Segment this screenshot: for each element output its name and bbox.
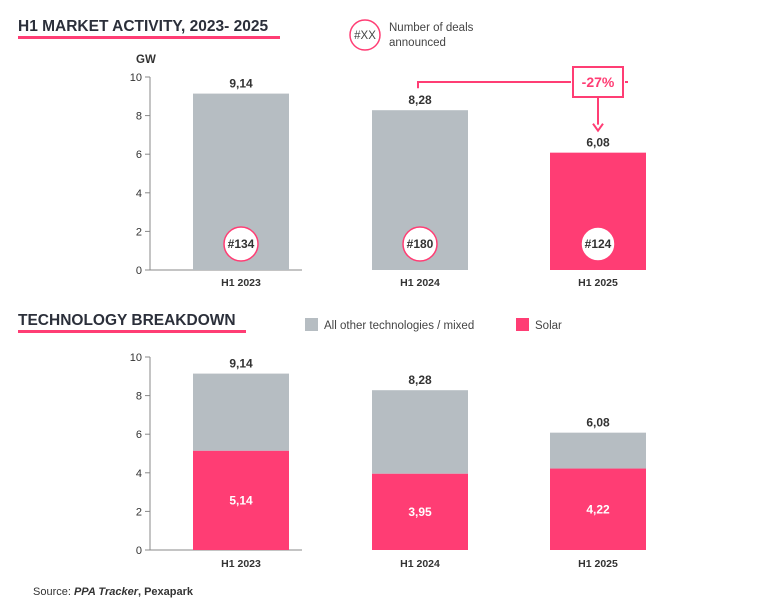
- chart1-deal-badge: [402, 226, 438, 262]
- chart2-y-tick-label: 2: [136, 506, 142, 518]
- chart1-title: H1 MARKET ACTIVITY, 2023- 2025: [18, 18, 268, 35]
- source-note: Source: PPA Tracker, Pexapark: [33, 586, 193, 598]
- chart2-plot: 0 2 4 6 8 10 9,14 5,14 H1 2023 8,28 3,95 H1 2024 6,0…: [130, 352, 646, 570]
- chart2-title-underline: [18, 330, 246, 333]
- deal-legend-text-line1: Number of deals: [389, 22, 474, 34]
- chart2-solar-label: 3,95: [408, 505, 432, 519]
- chart2-category-label: H1 2023: [221, 558, 261, 570]
- chart2-y-tick-label: 0: [136, 545, 142, 557]
- chart2-y-tick-label: 10: [130, 352, 142, 364]
- legend-label-other: All other technologies / mixed: [324, 320, 474, 332]
- chart1-y-tick-label: 0: [136, 265, 142, 277]
- legend-swatch-other: [305, 318, 318, 331]
- chart2-bar-solar: [193, 450, 289, 550]
- chart1-y-tick-label: 2: [136, 226, 142, 238]
- chart1-deal-label: #180: [407, 237, 434, 251]
- chart1-category-label: H1 2025: [578, 277, 618, 289]
- source-italic: PPA Tracker: [73, 586, 138, 598]
- change-bracket-left: [417, 81, 571, 89]
- chart1-category-label: H1 2024: [400, 277, 440, 289]
- chart2-y-tick-label: 4: [136, 468, 142, 480]
- chart2-category-label: H1 2024: [400, 558, 440, 570]
- chart2-bar-other: [193, 373, 289, 451]
- chart1-y-tick-label: 4: [136, 188, 142, 200]
- chart1-deal-badge: [580, 226, 616, 262]
- chart2-category-label: H1 2025: [578, 558, 618, 570]
- chart1-deal-label: #134: [228, 237, 255, 251]
- chart1-title-underline: [18, 36, 280, 39]
- chart2-y-tick-label: 8: [136, 391, 142, 403]
- chart2-bar-other: [550, 432, 646, 469]
- chart1-y-tick-label: 6: [136, 149, 142, 161]
- chart2-y-tick-label: 6: [136, 429, 142, 441]
- chart2-solar-label: 4,22: [586, 502, 610, 516]
- deal-legend-circle: [349, 19, 381, 51]
- change-box: [572, 66, 624, 98]
- chart2-bar-other: [372, 390, 468, 474]
- deal-legend-symbol: #XX: [354, 30, 376, 42]
- chart2-solar-label: 5,14: [229, 493, 253, 507]
- legend-swatch-solar: [516, 318, 529, 331]
- source-suffix: , Pexapark: [137, 586, 194, 598]
- chart1-y-tick-label: 8: [136, 111, 142, 123]
- chart1-y-tick-label: 10: [130, 72, 142, 84]
- deal-legend-text-line2: announced: [389, 37, 446, 49]
- change-label: -27%: [582, 74, 615, 90]
- chart2-total-label: 9,14: [229, 357, 253, 371]
- chart2-title: TECHNOLOGY BREAKDOWN: [18, 312, 236, 329]
- chart2-total-label: 6,08: [586, 416, 610, 430]
- legend-label-solar: Solar: [535, 320, 562, 332]
- chart2-bar-solar: [550, 468, 646, 550]
- chart1-value-label: 8,28: [408, 93, 432, 107]
- chart2-bar-solar: [372, 473, 468, 550]
- chart1-deal-label: #124: [585, 237, 612, 251]
- change-arrow-head: [592, 123, 604, 133]
- chart2-total-label: 8,28: [408, 373, 432, 387]
- source-prefix: Source:: [33, 586, 74, 598]
- chart1-category-label: H1 2023: [221, 277, 261, 289]
- chart1-deal-badge: [223, 226, 259, 262]
- chart1-value-label: 9,14: [229, 77, 253, 91]
- chart1-y-unit: GW: [136, 54, 156, 66]
- chart1-value-label: 6,08: [586, 136, 610, 150]
- chart1-plot: 0 2 4 6 8 10 9,14 #134 H1 2023 8,28 #180 H1 2024 6,0…: [130, 66, 646, 289]
